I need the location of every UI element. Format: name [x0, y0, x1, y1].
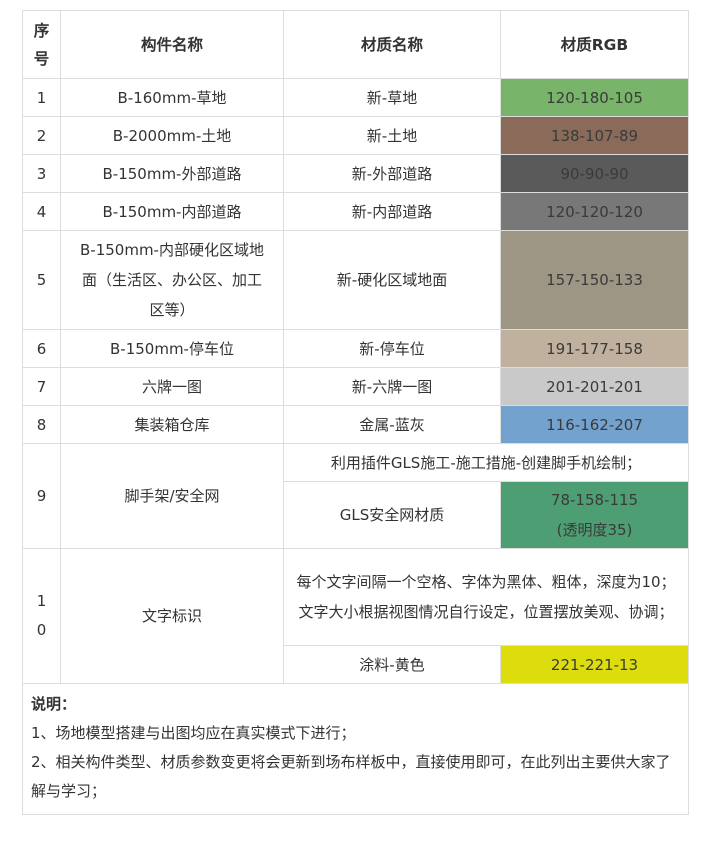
seq-cell: 3 [22, 154, 61, 193]
seq-cell: 8 [22, 405, 61, 444]
rgb-swatch: 191-177-158 [500, 329, 689, 368]
material-cell: 涂料-黄色 [283, 645, 501, 684]
material-cell: 新-内部道路 [283, 192, 501, 231]
note-cell: 利用插件GLS施工-施工措施-创建脚手机绘制； [283, 443, 689, 482]
seq-cell: 5 [22, 230, 61, 330]
rgb-swatch: 120-180-105 [500, 78, 689, 117]
notes-title: 说明： [31, 695, 77, 713]
material-table: 序号 构件名称 材质名称 材质RGB 1 B-160mm-草地 新-草地 120… [22, 10, 689, 815]
header-seq: 序号 [22, 10, 61, 79]
note-cell: 每个文字间隔一个空格、字体为黑体、粗体，深度为10；文字大小根据视图情况自行设定… [283, 548, 689, 646]
material-cell: 新-外部道路 [283, 154, 501, 193]
header-row: 序号 构件名称 材质名称 材质RGB [22, 10, 689, 79]
seq-cell: 2 [22, 116, 61, 155]
material-cell: 金属-蓝灰 [283, 405, 501, 444]
notes-cell: 说明： 1、场地模型搭建与出图均应在真实模式下进行； 2、相关构件类型、材质参数… [22, 683, 689, 815]
material-cell: 新-草地 [283, 78, 501, 117]
seq-cell: 7 [22, 367, 61, 406]
component-cell: 集装箱仓库 [60, 405, 284, 444]
table-row: 9 脚手架/安全网 利用插件GLS施工-施工措施-创建脚手机绘制； [22, 443, 689, 549]
material-cell: 新-土地 [283, 116, 501, 155]
table-row: 8 集装箱仓库 金属-蓝灰 116-162-207 [22, 405, 689, 444]
component-cell: 六牌一图 [60, 367, 284, 406]
transparency-note: (透明度35) [556, 521, 633, 539]
rgb-swatch: 157-150-133 [500, 230, 689, 330]
rgb-swatch: 138-107-89 [500, 116, 689, 155]
material-cell: 新-六牌一图 [283, 367, 501, 406]
component-cell: 文字标识 [60, 548, 284, 684]
seq-cell: 10 [22, 548, 61, 684]
rgb-swatch: 116-162-207 [500, 405, 689, 444]
seq-cell: 1 [22, 78, 61, 117]
table-row: 2 B-2000mm-土地 新-土地 138-107-89 [22, 116, 689, 155]
table-row: GLS安全网材质 78-158-115 (透明度35) [23, 481, 689, 549]
component-cell: B-150mm-外部道路 [60, 154, 284, 193]
component-cell: B-2000mm-土地 [60, 116, 284, 155]
material-cell: GLS安全网材质 [283, 481, 501, 549]
component-cell: 脚手架/安全网 [60, 443, 284, 549]
component-cell: B-150mm-停车位 [60, 329, 284, 368]
table-row: 1 B-160mm-草地 新-草地 120-180-105 [22, 78, 689, 117]
rgb-swatch: 120-120-120 [500, 192, 689, 231]
table-row: 7 六牌一图 新-六牌一图 201-201-201 [22, 367, 689, 406]
rgb-swatch: 90-90-90 [500, 154, 689, 193]
rgb-value: 78-158-115 [550, 491, 639, 509]
component-cell: B-150mm-内部硬化区域地面（生活区、办公区、加工区等） [60, 230, 284, 330]
note-item: 2、相关构件类型、材质参数变更将会更新到场布样板中，直接使用即可，在此列出主要供… [31, 753, 671, 800]
seq-cell: 6 [22, 329, 61, 368]
table-row: 6 B-150mm-停车位 新-停车位 191-177-158 [22, 329, 689, 368]
component-cell: B-160mm-草地 [60, 78, 284, 117]
component-cell: B-150mm-内部道路 [60, 192, 284, 231]
header-material: 材质名称 [283, 10, 501, 79]
header-rgb: 材质RGB [500, 10, 689, 79]
rgb-swatch: 201-201-201 [500, 367, 689, 406]
seq-cell: 9 [22, 443, 61, 549]
notes-row: 说明： 1、场地模型搭建与出图均应在真实模式下进行； 2、相关构件类型、材质参数… [22, 683, 689, 815]
header-component: 构件名称 [60, 10, 284, 79]
table-row: 3 B-150mm-外部道路 新-外部道路 90-90-90 [22, 154, 689, 193]
table-row: 10 文字标识 每个文字间隔一个空格、字体为黑体、粗体，深度为10；文字大小根据… [22, 548, 689, 684]
rgb-swatch: 78-158-115 (透明度35) [500, 481, 689, 549]
rgb-swatch: 221-221-13 [500, 645, 689, 684]
table-row: 5 B-150mm-内部硬化区域地面（生活区、办公区、加工区等） 新-硬化区域地… [22, 230, 689, 330]
material-cell: 新-停车位 [283, 329, 501, 368]
seq-cell: 4 [22, 192, 61, 231]
material-cell: 新-硬化区域地面 [283, 230, 501, 330]
note-item: 1、场地模型搭建与出图均应在真实模式下进行； [31, 724, 356, 742]
table-row: 4 B-150mm-内部道路 新-内部道路 120-120-120 [22, 192, 689, 231]
